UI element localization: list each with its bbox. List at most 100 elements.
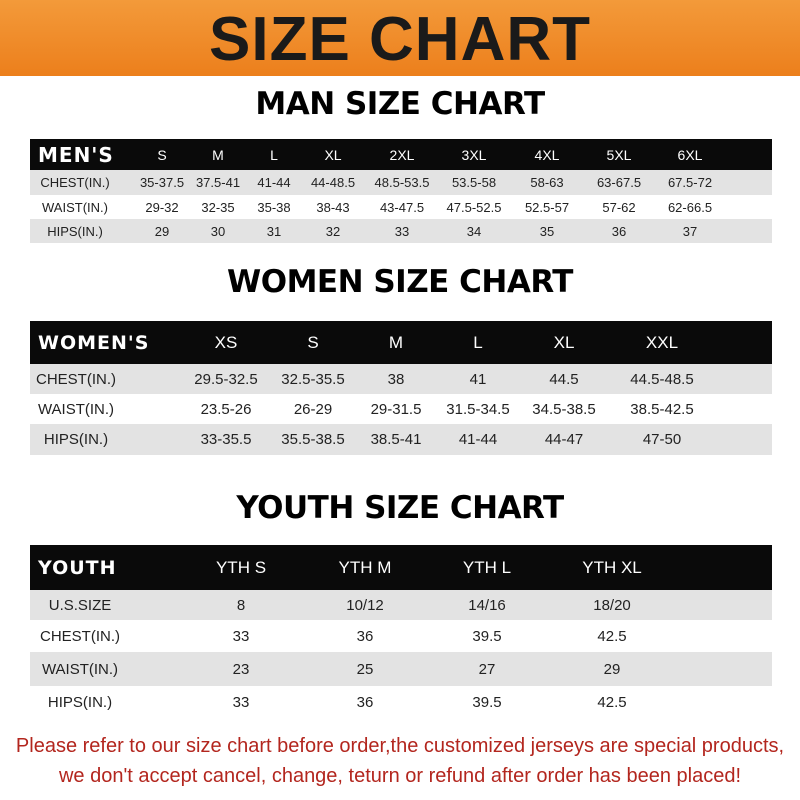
size-header-cell: 5XL [606, 146, 632, 163]
measurement-cell: 29 [154, 223, 170, 239]
notice-line-1: Please refer to our size chart before or… [15, 735, 785, 757]
size-header-cell: YTH L [462, 557, 512, 577]
measurement-cell: 33-35.5 [200, 431, 252, 448]
measurement-cell: 41 [469, 370, 487, 388]
size-header-cell: YTH S [215, 557, 267, 577]
measurement-cell: 58-63 [530, 175, 564, 190]
measurement-cell: 53.5-58 [451, 175, 497, 190]
table-row: WAIST(IN.) 23 25 27 29 [30, 652, 772, 686]
measurement-label: CHEST(IN.) [36, 370, 116, 388]
measurement-cell: 33 [232, 627, 250, 645]
measurement-label: U.S.SIZE [48, 596, 112, 614]
measurement-cell: 33 [232, 693, 250, 711]
measurement-cell: 29-31.5 [370, 400, 422, 418]
measurement-cell: 29 [603, 660, 621, 678]
women-section-title: WOMEN SIZE CHART [227, 264, 573, 300]
measurement-label: HIPS(IN.) [47, 223, 103, 239]
measurement-cell: 36 [356, 627, 374, 645]
size-header-cell: L [473, 332, 483, 352]
size-header-cell: XXL [645, 332, 679, 352]
size-header-cell: XL [324, 146, 342, 163]
measurement-cell: 27 [478, 660, 496, 678]
measurement-cell: 23.5-26 [200, 400, 252, 418]
measurement-label: WAIST(IN.) [41, 660, 119, 678]
table-row: HIPS(IN.) 29 30 31 32 33 34 35 36 37 [30, 219, 772, 243]
measurement-cell: 52.5-57 [524, 199, 570, 215]
size-header-cell: L [270, 146, 278, 163]
table-row: WAIST(IN.) 29-32 32-35 35-38 38-43 43-47.5 47.… [30, 195, 772, 219]
measurement-cell: 36 [611, 223, 627, 239]
measurement-cell: 38.5-41 [370, 431, 422, 448]
table-title-cell: MEN'S [38, 142, 114, 167]
measurement-label: CHEST(IN.) [40, 175, 110, 190]
measurement-cell: 62-66.5 [667, 199, 713, 215]
size-header-cell: 6XL [677, 146, 703, 163]
header-row: MEN'S S M L XL 2XL 3XL 4XL 5XL 6XL [30, 139, 772, 170]
size-header-cell: 4XL [534, 146, 560, 163]
header-row: YOUTH YTH S YTH M YTH L YTH XL [30, 545, 772, 590]
measurement-cell: 35 [539, 223, 555, 239]
size-header-cell: 3XL [461, 146, 487, 163]
table-title-cell: YOUTH [38, 556, 117, 579]
table-title-cell: WOMEN'S [38, 331, 150, 354]
measurement-cell: 29-32 [145, 199, 179, 215]
measurement-cell: 25 [356, 660, 374, 678]
measurement-cell: 37 [682, 223, 698, 239]
measurement-cell: 10/12 [346, 596, 384, 614]
size-header-cell: XL [553, 332, 575, 352]
table-row: HIPS(IN.) 33 36 39.5 42.5 [30, 686, 772, 718]
measurement-cell: 33 [394, 223, 410, 239]
table-row: CHEST(IN.) 33 36 39.5 42.5 [30, 620, 772, 652]
measurement-cell: 44-47 [544, 431, 584, 448]
measurement-cell: 18/20 [593, 596, 631, 614]
measurement-cell: 23 [232, 660, 250, 678]
measurement-cell: 35-37.5 [139, 175, 185, 190]
measurement-cell: 26-29 [293, 400, 333, 418]
size-header-cell: M [212, 146, 224, 163]
measurement-cell: 38.5-42.5 [630, 400, 694, 418]
measurement-cell: 43-47.5 [379, 199, 425, 215]
measurement-cell: 35.5-38.5 [281, 431, 345, 448]
header-row: WOMEN'S XS S M L XL XXL [30, 321, 772, 364]
size-header-cell: S [307, 332, 319, 352]
measurement-cell: 41-44 [257, 175, 291, 190]
measurement-label: WAIST(IN.) [42, 199, 108, 215]
table-row: U.S.SIZE 8 10/12 14/16 18/20 [30, 590, 772, 620]
measurement-cell: 37.5-41 [195, 175, 241, 190]
measurement-cell: 34 [466, 223, 482, 239]
measurement-cell: 44-48.5 [310, 175, 356, 190]
measurement-cell: 39.5 [472, 693, 502, 711]
measurement-cell: 32-35 [201, 199, 235, 215]
measurement-cell: 57-62 [602, 199, 636, 215]
measurement-cell: 47-50 [642, 431, 682, 448]
measurement-label: HIPS(IN.) [47, 693, 113, 711]
measurement-cell: 32.5-35.5 [281, 370, 345, 388]
size-header-cell: XS [214, 332, 238, 352]
measurement-cell: 44.5 [549, 370, 579, 388]
measurement-cell: 30 [210, 223, 226, 239]
measurement-cell: 48.5-53.5 [374, 175, 430, 190]
size-header-cell: 2XL [389, 146, 415, 163]
banner-title: SIZE CHART [209, 5, 591, 74]
measurement-cell: 63-67.5 [596, 175, 642, 190]
measurement-cell: 35-38 [257, 199, 291, 215]
measurement-label: WAIST(IN.) [37, 400, 115, 418]
banner: SIZE CHART [0, 0, 800, 76]
measurement-label: HIPS(IN.) [43, 431, 109, 448]
youth-section-title: YOUTH SIZE CHART [236, 490, 564, 526]
measurement-cell: 8 [236, 596, 246, 614]
table-row: CHEST(IN.) 35-37.5 37.5-41 41-44 44-48.5 48.5… [30, 170, 772, 195]
measurement-cell: 29.5-32.5 [194, 370, 258, 388]
measurement-cell: 67.5-72 [667, 175, 713, 190]
measurement-cell: 38 [387, 370, 405, 388]
table-row: HIPS(IN.) 33-35.5 35.5-38.5 38.5-41 41-44 44-… [30, 424, 772, 455]
measurement-label: CHEST(IN.) [40, 627, 120, 645]
size-header-cell: M [388, 332, 404, 352]
notice-line-2: we don't accept cancel, change, teturn o… [58, 765, 742, 787]
measurement-cell: 42.5 [597, 693, 627, 711]
measurement-cell: 31 [266, 223, 282, 239]
measurement-cell: 32 [325, 223, 341, 239]
measurement-cell: 34.5-38.5 [532, 400, 596, 418]
size-header-cell: YTH M [338, 557, 392, 577]
size-header-cell: YTH XL [582, 557, 642, 577]
